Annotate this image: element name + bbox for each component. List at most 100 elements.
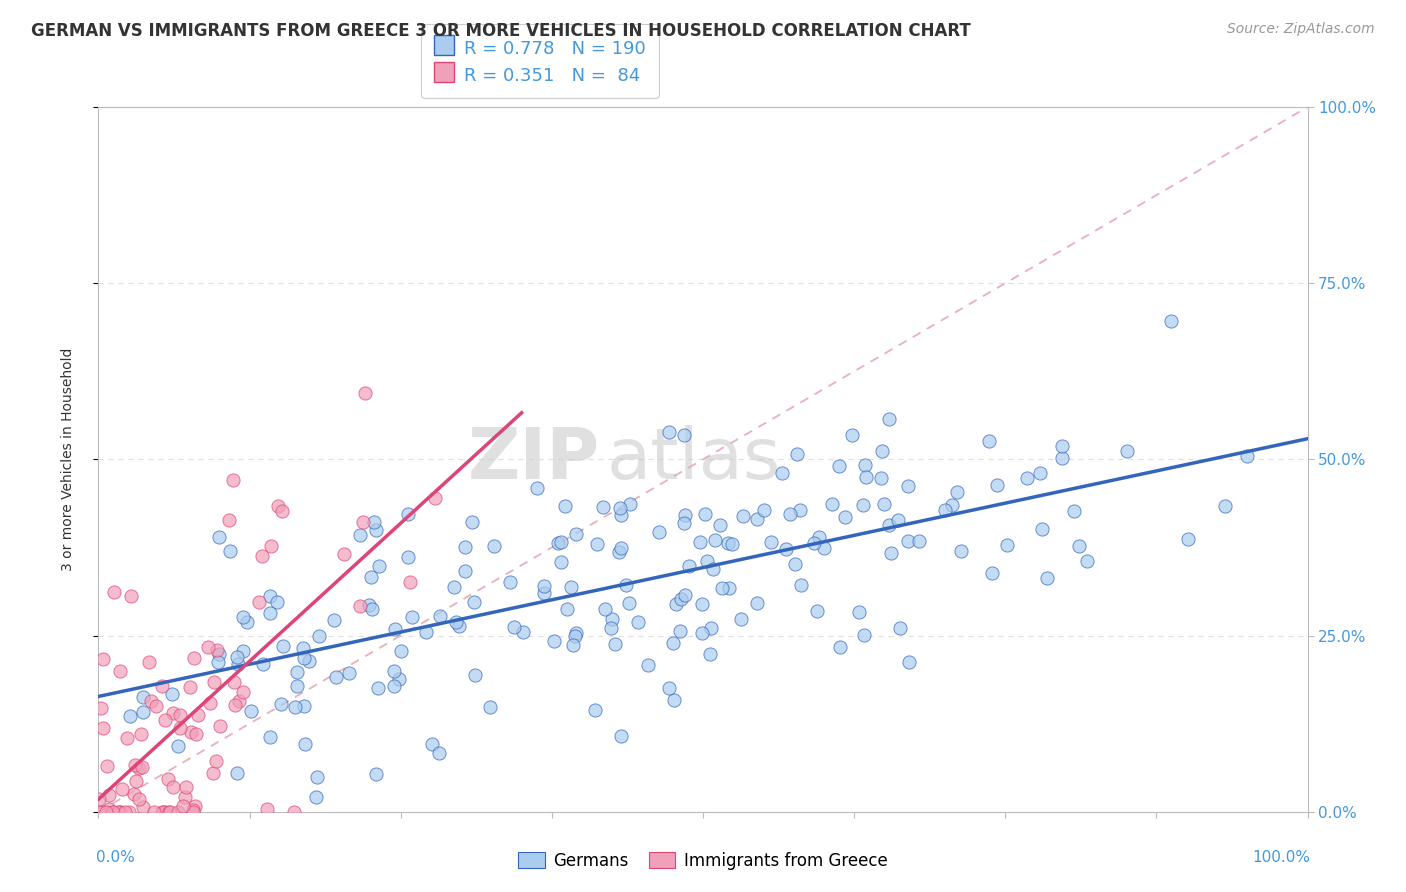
Point xyxy=(218,513,240,527)
Point xyxy=(730,612,752,626)
Point xyxy=(872,497,894,511)
Point xyxy=(240,704,263,718)
Point xyxy=(564,629,586,643)
Point xyxy=(547,536,569,550)
Point xyxy=(586,536,609,550)
Point xyxy=(770,466,793,480)
Point xyxy=(443,580,465,594)
Point xyxy=(219,543,242,558)
Point xyxy=(512,625,534,640)
Text: atlas: atlas xyxy=(606,425,780,494)
Point xyxy=(226,650,249,665)
Point xyxy=(87,792,110,806)
Point xyxy=(384,622,406,636)
Point xyxy=(808,530,831,544)
Point xyxy=(672,516,695,530)
Point xyxy=(197,640,219,654)
Point xyxy=(399,574,422,589)
Point xyxy=(101,805,124,819)
Point xyxy=(120,589,142,603)
Point xyxy=(132,705,155,719)
Point xyxy=(1017,470,1039,484)
Point xyxy=(98,802,121,816)
Point xyxy=(111,782,134,797)
Point xyxy=(1067,539,1090,553)
Point xyxy=(361,602,384,616)
Point xyxy=(637,657,659,672)
Point xyxy=(754,503,776,517)
Point xyxy=(307,770,329,784)
Point xyxy=(252,657,274,671)
Point xyxy=(337,665,360,680)
Point xyxy=(658,681,681,696)
Point xyxy=(1028,466,1050,480)
Point xyxy=(108,805,131,819)
Point xyxy=(499,574,522,589)
Point xyxy=(232,644,254,658)
Point xyxy=(690,626,713,640)
Point xyxy=(1177,533,1199,547)
Point xyxy=(152,805,174,819)
Point xyxy=(202,765,225,780)
Point xyxy=(946,485,969,500)
Point xyxy=(658,425,681,440)
Point xyxy=(256,801,278,815)
Point xyxy=(259,730,281,744)
Point xyxy=(564,626,586,640)
Point xyxy=(665,597,688,611)
Point xyxy=(205,755,228,769)
Point xyxy=(720,537,742,551)
Point xyxy=(325,670,347,684)
Point xyxy=(583,703,606,717)
Point xyxy=(91,722,114,736)
Point xyxy=(479,700,502,714)
Point xyxy=(950,543,973,558)
Point xyxy=(174,780,197,794)
Point xyxy=(124,757,146,772)
Point xyxy=(260,540,283,554)
Point xyxy=(150,805,173,819)
Point xyxy=(627,615,650,629)
Point xyxy=(427,746,450,760)
Point xyxy=(828,640,851,654)
Point xyxy=(463,595,485,609)
Point xyxy=(908,533,931,548)
Point xyxy=(107,805,129,819)
Point xyxy=(273,639,295,653)
Point xyxy=(761,535,783,549)
Point xyxy=(785,557,807,571)
Point xyxy=(648,524,671,539)
Point xyxy=(322,613,344,627)
Point xyxy=(222,473,245,487)
Point xyxy=(979,434,1001,449)
Point xyxy=(429,609,451,624)
Legend: R = 0.778   N = 190, R = 0.351   N =  84: R = 0.778 N = 190, R = 0.351 N = 84 xyxy=(420,24,658,98)
Point xyxy=(205,643,228,657)
Point xyxy=(367,681,389,695)
Point xyxy=(267,499,290,513)
Point xyxy=(550,555,572,569)
Point xyxy=(897,534,920,549)
Point xyxy=(349,599,371,614)
Point xyxy=(285,665,308,680)
Point xyxy=(870,444,893,458)
Point xyxy=(363,515,385,529)
Point xyxy=(934,502,956,516)
Point xyxy=(366,767,388,781)
Point xyxy=(877,412,900,426)
Point xyxy=(841,427,863,442)
Point xyxy=(600,612,623,626)
Point xyxy=(609,500,631,515)
Point xyxy=(250,549,273,563)
Point xyxy=(678,558,700,573)
Point xyxy=(718,582,741,596)
Point xyxy=(207,655,229,669)
Text: GERMAN VS IMMIGRANTS FROM GREECE 3 OR MORE VEHICLES IN HOUSEHOLD CORRELATION CHA: GERMAN VS IMMIGRANTS FROM GREECE 3 OR MO… xyxy=(31,22,970,40)
Point xyxy=(699,647,721,661)
Point xyxy=(464,668,486,682)
Point xyxy=(779,507,801,521)
Point xyxy=(110,805,132,819)
Point xyxy=(292,640,315,655)
Point xyxy=(454,540,477,554)
Point xyxy=(1213,499,1236,513)
